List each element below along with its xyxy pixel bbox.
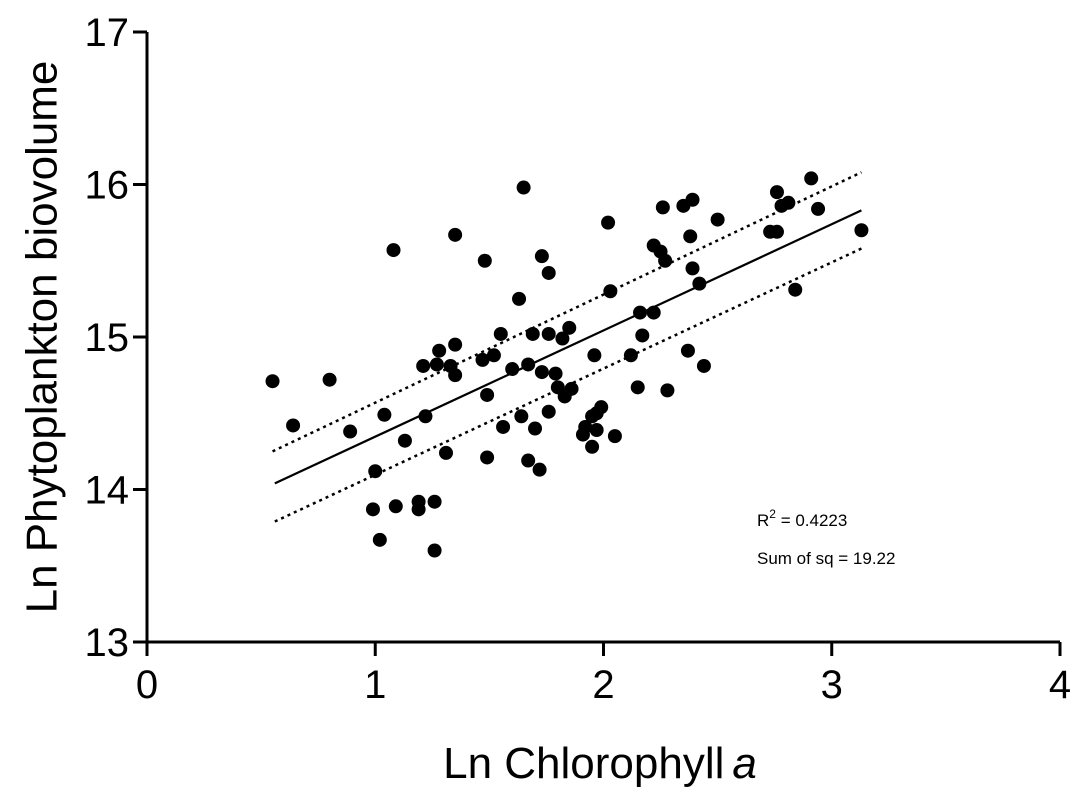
data-point bbox=[427, 543, 442, 558]
data-point bbox=[505, 362, 520, 377]
data-point bbox=[854, 223, 869, 238]
data-point bbox=[386, 243, 401, 258]
data-point bbox=[493, 326, 508, 341]
data-point bbox=[516, 180, 531, 195]
data-point bbox=[514, 409, 529, 424]
data-point bbox=[781, 195, 796, 210]
data-point bbox=[427, 494, 442, 509]
r-value: = 0.4223 bbox=[776, 511, 847, 530]
data-point bbox=[685, 192, 700, 207]
data-point bbox=[416, 358, 431, 373]
data-point bbox=[635, 328, 650, 343]
data-point bbox=[804, 171, 819, 186]
data-point bbox=[555, 331, 570, 346]
data-point bbox=[521, 453, 536, 468]
data-point bbox=[692, 276, 707, 291]
x-tick-label: 1 bbox=[364, 663, 386, 707]
data-point bbox=[448, 227, 463, 242]
data-point bbox=[646, 305, 661, 320]
data-point bbox=[448, 337, 463, 352]
data-point bbox=[811, 201, 826, 216]
data-point bbox=[512, 291, 527, 306]
data-point bbox=[548, 366, 563, 381]
data-point bbox=[532, 462, 547, 477]
data-point bbox=[432, 343, 447, 358]
data-point bbox=[528, 421, 543, 436]
x-tick-label: 0 bbox=[136, 663, 158, 707]
data-point bbox=[521, 357, 536, 372]
data-point bbox=[655, 200, 670, 215]
data-point bbox=[480, 450, 495, 465]
data-point bbox=[607, 429, 622, 444]
data-point bbox=[418, 409, 433, 424]
data-point bbox=[525, 326, 540, 341]
y-tick-label: 13 bbox=[85, 621, 130, 665]
data-point bbox=[448, 368, 463, 383]
data-point bbox=[534, 365, 549, 380]
data-point bbox=[603, 284, 618, 299]
x-tick-label: 4 bbox=[1049, 663, 1071, 707]
data-point bbox=[372, 532, 387, 547]
data-point bbox=[480, 387, 495, 402]
data-point bbox=[286, 418, 301, 433]
x-tick-label: 2 bbox=[592, 663, 614, 707]
data-point bbox=[541, 265, 556, 280]
data-point bbox=[496, 419, 511, 434]
data-point bbox=[475, 352, 490, 367]
data-point bbox=[658, 253, 673, 268]
data-point bbox=[343, 424, 358, 439]
data-point bbox=[429, 357, 444, 372]
y-tick-label: 14 bbox=[85, 469, 130, 513]
data-point bbox=[377, 407, 392, 422]
data-point bbox=[623, 348, 638, 363]
x-tick-label: 3 bbox=[821, 663, 843, 707]
y-tick-label: 15 bbox=[85, 316, 130, 360]
data-point bbox=[477, 253, 492, 268]
r-squared: R2 = 0.4223 bbox=[757, 507, 847, 530]
sum-of-squares: Sum of sq = 19.22 bbox=[757, 549, 895, 568]
data-point bbox=[322, 372, 337, 387]
data-point bbox=[769, 185, 784, 200]
data-point bbox=[541, 326, 556, 341]
data-point bbox=[397, 433, 412, 448]
data-point bbox=[578, 419, 593, 434]
data-point bbox=[587, 348, 602, 363]
data-point bbox=[710, 212, 725, 227]
y-tick-label: 17 bbox=[85, 11, 130, 55]
data-point bbox=[541, 404, 556, 419]
data-point bbox=[680, 343, 695, 358]
data-point bbox=[630, 380, 645, 395]
data-point bbox=[788, 282, 803, 297]
data-point bbox=[562, 320, 577, 335]
data-point bbox=[411, 502, 426, 517]
y-axis-title: Ln Phytoplankton biovolume bbox=[18, 61, 67, 614]
data-point bbox=[365, 502, 380, 517]
data-point bbox=[683, 229, 698, 244]
x-axis-title-italic: a bbox=[732, 739, 756, 788]
data-point bbox=[594, 400, 609, 415]
fit-line bbox=[274, 209, 862, 485]
y-tick-label: 16 bbox=[85, 164, 130, 208]
r-label: R bbox=[757, 511, 769, 530]
x-axis-title: Ln Chlorophyll a bbox=[443, 739, 757, 788]
x-axis-title-main: Ln Chlorophyll bbox=[443, 739, 724, 788]
data-point bbox=[388, 499, 403, 514]
data-point bbox=[585, 439, 600, 454]
data-point bbox=[534, 249, 549, 264]
data-point bbox=[486, 348, 501, 363]
confidence-band bbox=[272, 171, 862, 453]
data-point bbox=[769, 224, 784, 239]
data-point bbox=[439, 445, 454, 460]
data-point bbox=[265, 374, 280, 389]
data-point bbox=[589, 423, 604, 438]
r-sup: 2 bbox=[769, 507, 776, 521]
data-point bbox=[368, 464, 383, 479]
data-point bbox=[633, 305, 648, 320]
data-point bbox=[601, 215, 616, 230]
data-point bbox=[564, 381, 579, 396]
data-point bbox=[696, 358, 711, 373]
data-point bbox=[685, 261, 700, 276]
data-point bbox=[660, 383, 675, 398]
